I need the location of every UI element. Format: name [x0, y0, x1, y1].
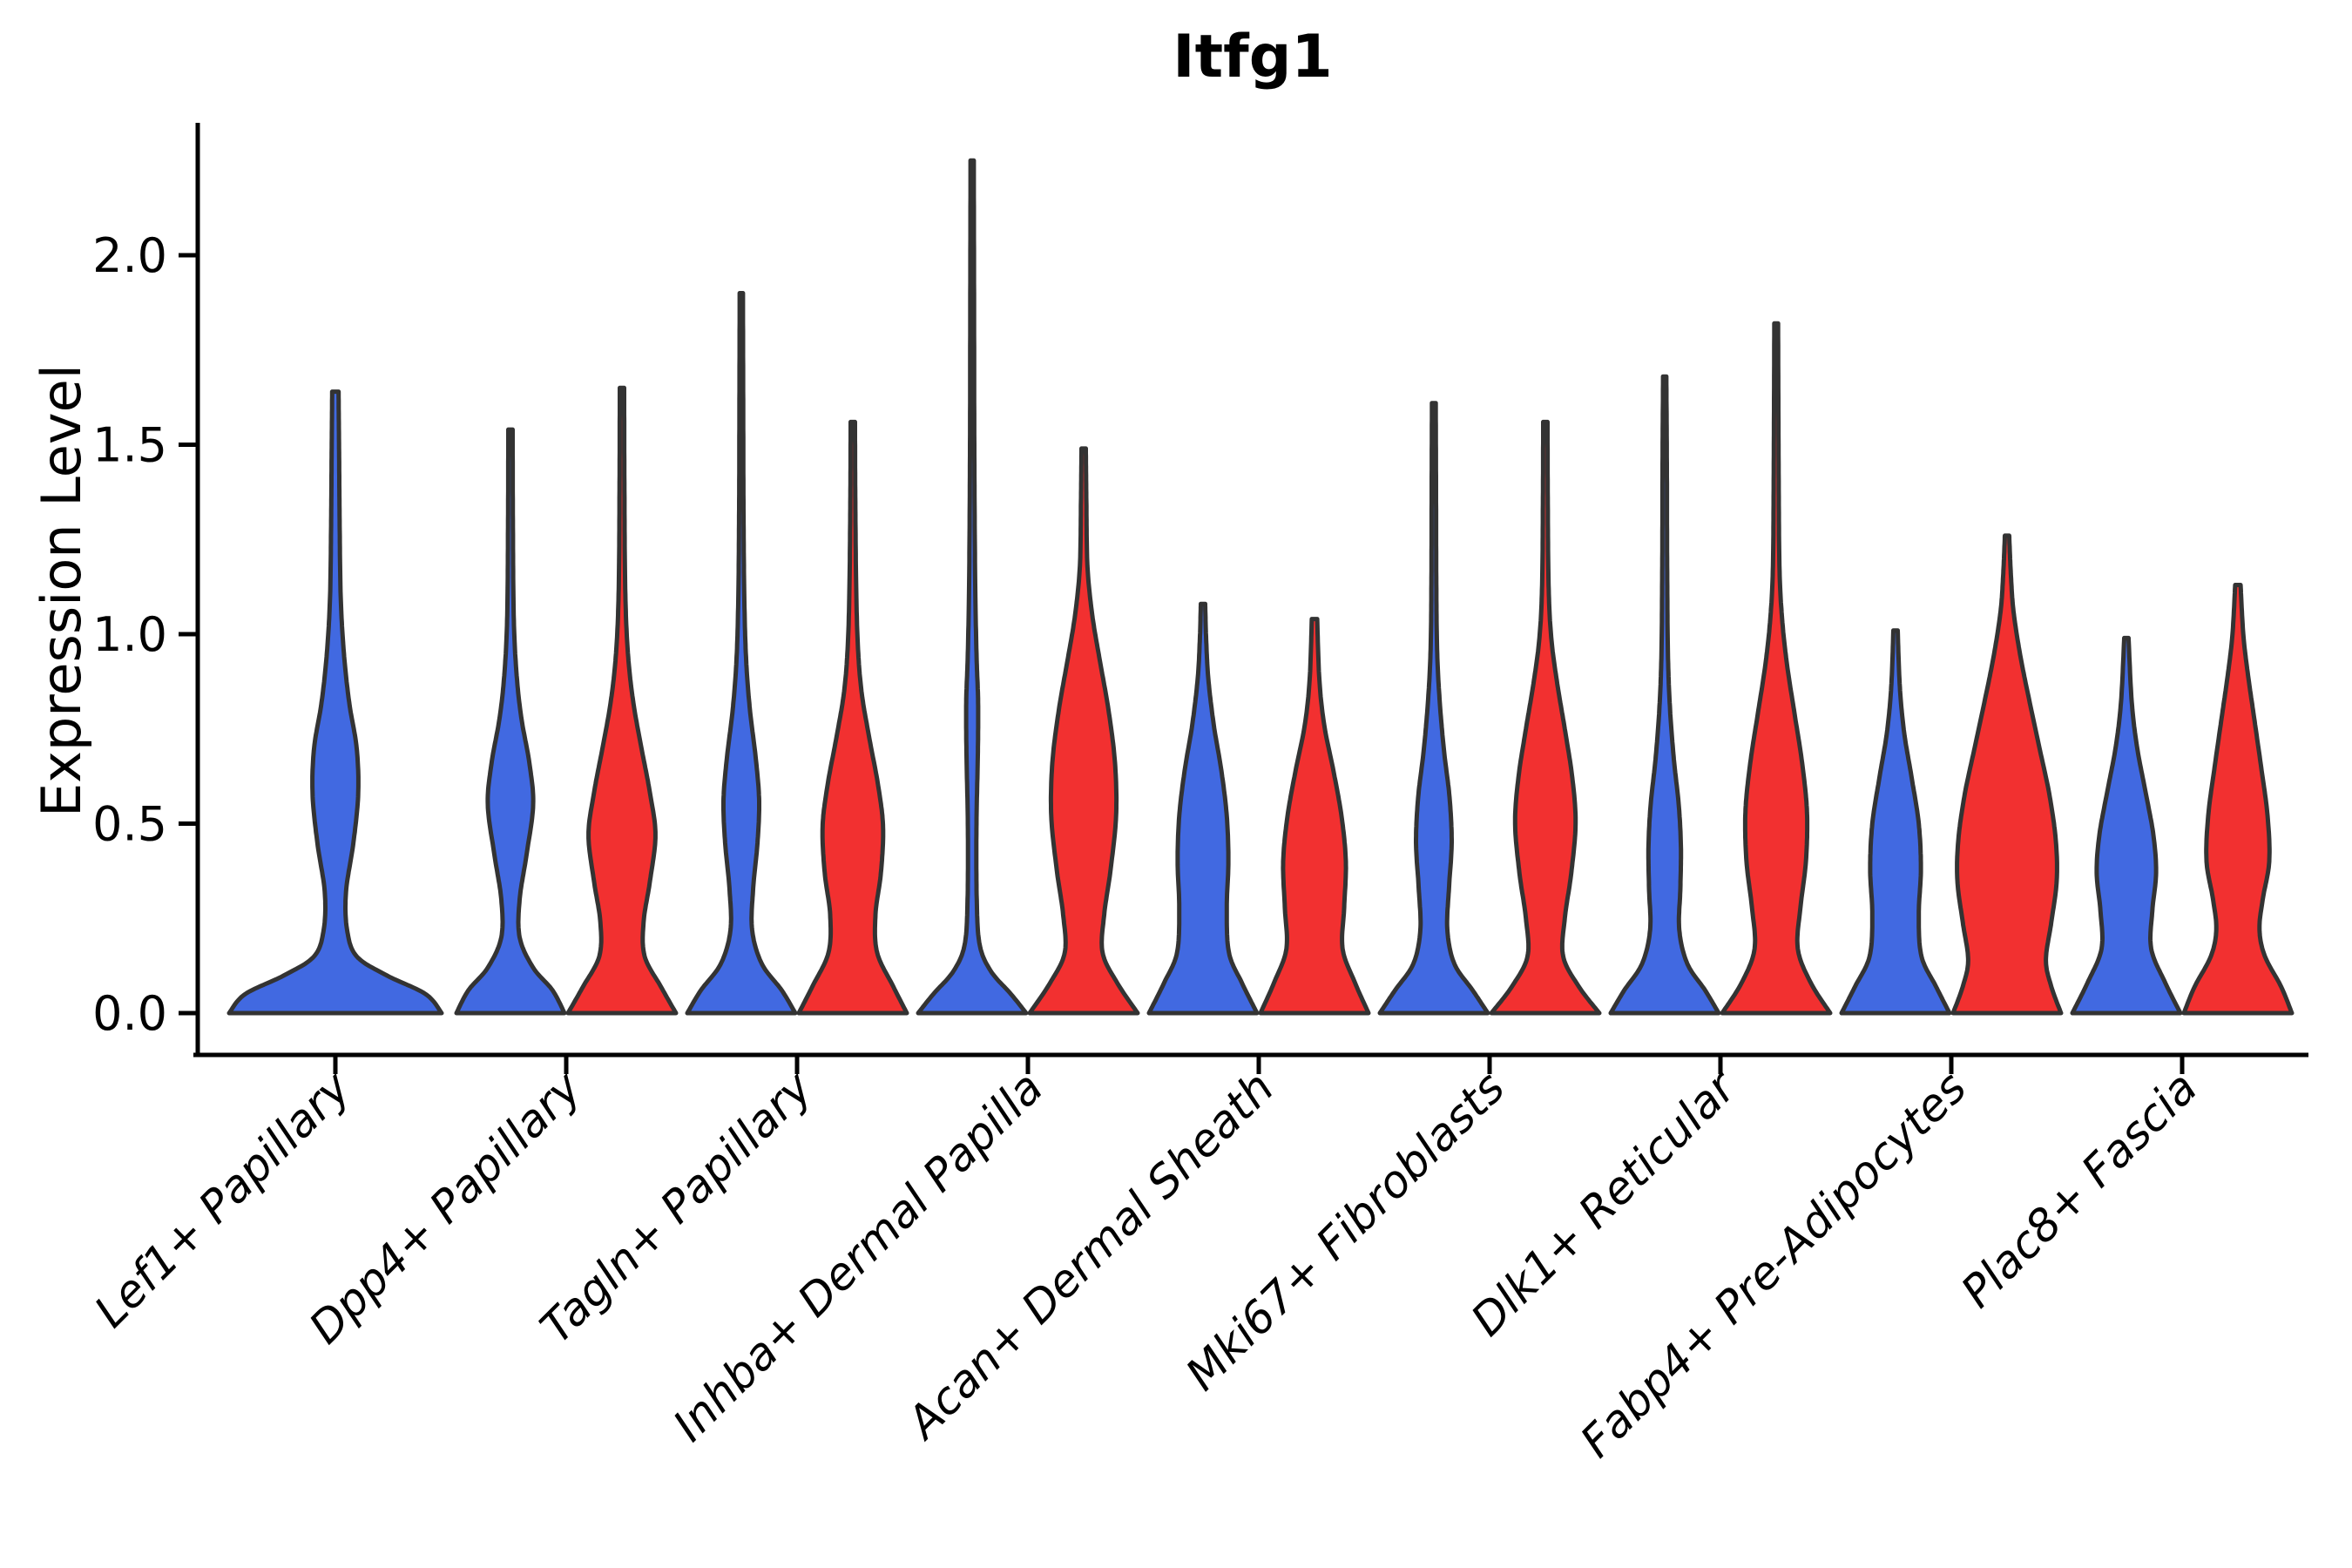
- chart-title: Itfg1: [1173, 23, 1332, 91]
- violin-blue-acan-dermal-sheath: [1146, 601, 1260, 1016]
- violin-blue-dpp4-papillary: [454, 427, 567, 1016]
- violin-red-inhba-dermal-papilla: [1027, 446, 1140, 1016]
- violin-red-mki67-fibroblasts: [1489, 419, 1602, 1016]
- x-category-label: Inhba+ Dermal Papilla: [664, 1062, 1053, 1451]
- violin-blue-plac8-fascia: [2070, 635, 2183, 1016]
- x-category-label: Acan+ Dermal Sheath: [896, 1062, 1284, 1450]
- violin-blue-fabp4-pre-adipocytes: [1839, 628, 1952, 1016]
- y-tick-label: 2.0: [92, 228, 167, 283]
- violin-blue-dlk1-reticular: [1608, 374, 1721, 1016]
- x-category-label: Lef1+ Papillary: [85, 1062, 362, 1338]
- violin-blue-inhba-dermal-papilla: [916, 158, 1029, 1016]
- x-category-label: Plac8+ Fascia: [1952, 1062, 2208, 1318]
- violin-red-tagln-papillary: [796, 419, 909, 1016]
- violin-red-plac8-fascia: [2181, 583, 2295, 1016]
- violin-red-dpp4-papillary: [565, 385, 679, 1016]
- violin-red-fabp4-pre-adipocytes: [1950, 533, 2064, 1016]
- x-category-label: Fabp4+ Pre-Adipocytes: [1571, 1062, 1977, 1468]
- violin-blue-lef1-papillary: [226, 389, 444, 1016]
- y-tick-label: 1.5: [92, 418, 167, 473]
- y-axis-label: Expression Level: [30, 364, 93, 817]
- violin-blue-tagln-papillary: [685, 291, 798, 1016]
- violin-red-dlk1-reticular: [1720, 321, 1833, 1016]
- y-tick-label: 1.0: [92, 607, 167, 662]
- y-tick-label: 0.5: [92, 797, 167, 852]
- y-tick-label: 0.0: [92, 986, 167, 1041]
- violin-red-acan-dermal-sheath: [1258, 617, 1371, 1016]
- violin-blue-mki67-fibroblasts: [1377, 401, 1490, 1016]
